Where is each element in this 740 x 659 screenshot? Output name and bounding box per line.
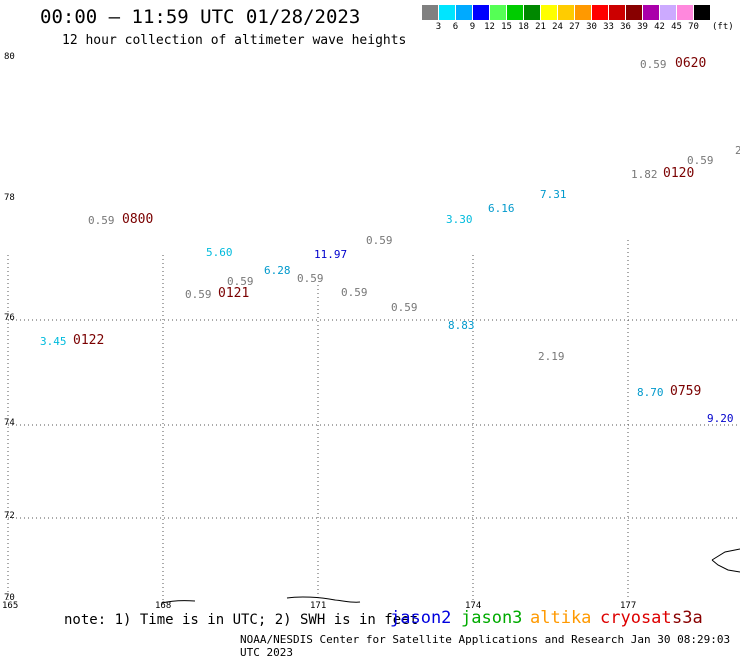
wave-height-value: 5.60	[206, 246, 233, 259]
wave-height-value: 7.31	[540, 188, 567, 201]
legend-swatch	[439, 5, 456, 20]
satellite-cryosat: cryosat	[600, 608, 672, 628]
wave-height-value: 2.19	[538, 350, 565, 363]
legend-label: 45	[671, 22, 682, 32]
legend-labels: (ft) 3 6 9 12 15 18 21 24 27 30 33 36 39 42 45 70	[422, 20, 734, 34]
lat-label: 74	[4, 418, 15, 428]
map-subtitle: 12 hour collection of altimeter wave hei…	[62, 33, 407, 48]
lon-label: 177	[620, 601, 637, 611]
legend-swatches	[422, 5, 711, 20]
color-legend: (ft) 3 6 9 12 15 18 21 24 27 30 33 36 39 42 45 70	[422, 5, 734, 34]
wave-height-value: 0.59	[185, 288, 212, 301]
lon-label: 168	[155, 601, 172, 611]
wave-height-value: 8.70	[637, 386, 664, 399]
satellite-jason3: jason3	[461, 608, 523, 628]
map-title: 00:00 – 11:59 UTC 01/28/2023	[40, 6, 361, 28]
legend-label: 42	[654, 22, 665, 32]
wave-height-value: 0.59	[88, 214, 115, 227]
legend-swatch	[507, 5, 524, 20]
legend-swatch	[592, 5, 609, 20]
legend-label: 70	[688, 22, 699, 32]
lon-label: 171	[310, 601, 327, 611]
wave-height-value: 3.45	[40, 335, 67, 348]
lat-label: 72	[4, 511, 15, 521]
wave-height-value: 9.20	[707, 412, 734, 425]
satellite-s3a: s3a	[672, 608, 703, 628]
legend-label: 33	[603, 22, 614, 32]
legend-label: 39	[637, 22, 648, 32]
wave-height-value: 0.59	[341, 286, 368, 299]
wave-height-value: 6.28	[264, 264, 291, 277]
wave-height-value: 3.30	[446, 213, 473, 226]
wave-height-value: 0.59	[687, 154, 714, 167]
legend-label: 36	[620, 22, 631, 32]
legend-label: 3	[435, 22, 442, 32]
lat-label: 76	[4, 313, 15, 323]
wave-height-value: 8.83	[448, 319, 475, 332]
wave-height-value: 0.59	[297, 272, 324, 285]
wave-height-value: 1.82	[631, 168, 658, 181]
pass-time: 0122	[73, 333, 105, 348]
legend-label: 24	[552, 22, 563, 32]
legend-label: 18	[518, 22, 529, 32]
legend-swatch	[643, 5, 660, 20]
pass-time: 0620	[675, 56, 707, 71]
wave-height-value: 2	[735, 144, 740, 157]
legend-swatch	[524, 5, 541, 20]
lat-label: 78	[4, 193, 15, 203]
wave-height-value: 0.59	[640, 58, 667, 71]
legend-unit: (ft)	[712, 22, 734, 32]
legend-swatch	[473, 5, 490, 20]
wave-height-value: 11.97	[314, 248, 348, 261]
wave-height-value: 6.16	[488, 202, 515, 215]
legend-swatch	[541, 5, 558, 20]
pass-time: 0120	[663, 166, 695, 181]
lon-label: 165	[2, 601, 19, 611]
legend-swatch	[677, 5, 694, 20]
legend-label: 9	[469, 22, 476, 32]
lat-label: 80	[4, 52, 15, 62]
legend-label: 30	[586, 22, 597, 32]
footnote: note: 1) Time is in UTC; 2) SWH is in fe…	[64, 612, 419, 628]
legend-label: 21	[535, 22, 546, 32]
satellite-altika: altika	[530, 608, 592, 628]
legend-swatch	[490, 5, 507, 20]
legend-swatch	[422, 5, 439, 20]
wave-height-value: 0.59	[366, 234, 393, 247]
legend-swatch	[626, 5, 643, 20]
legend-label: 6	[452, 22, 459, 32]
satellite-jason2: jason2	[390, 608, 452, 628]
credit-line: NOAA/NESDIS Center for Satellite Applica…	[240, 633, 731, 659]
pass-time: 0121	[218, 286, 250, 301]
lon-label: 174	[465, 601, 482, 611]
legend-swatch	[558, 5, 575, 20]
legend-label: 27	[569, 22, 580, 32]
wave-height-value: 0.59	[227, 275, 254, 288]
legend-label: 12	[484, 22, 495, 32]
pass-time: 0800	[122, 212, 154, 227]
legend-swatch	[575, 5, 592, 20]
legend-swatch	[609, 5, 626, 20]
legend-swatch	[660, 5, 677, 20]
legend-label: 15	[501, 22, 512, 32]
lat-label: 70	[4, 593, 15, 603]
legend-swatch	[694, 5, 711, 20]
legend-swatch	[456, 5, 473, 20]
pass-time: 0759	[670, 384, 702, 399]
wave-height-value: 0.59	[391, 301, 418, 314]
